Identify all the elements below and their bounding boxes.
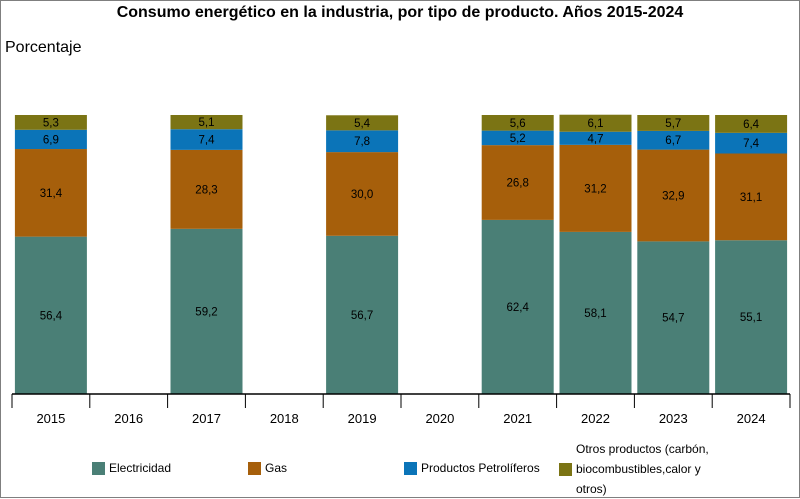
data-label-2019-4: 5,4 [354,118,371,130]
bar-segment-2017-1 [170,228,243,394]
x-tick-label-2019: 2019 [348,411,377,426]
data-label-2022-2: 31,2 [584,183,606,195]
legend-label-productos-petroliferos: Productos Petrolíferos [421,461,540,475]
data-label-2015-2: 31,4 [40,188,63,200]
data-label-2024-1: 55,1 [740,312,762,324]
bar-segment-2021-3 [481,130,554,146]
x-tick-label-2016: 2016 [114,411,143,426]
bar-segment-2024-3 [715,132,788,154]
data-label-2021-4: 5,6 [510,118,526,130]
legend-label-electricidad: Electricidad [109,461,172,475]
data-label-2019-3: 7,8 [354,136,370,148]
legend-item-gas: Gas [248,458,287,478]
bar-segment-2015-3 [14,129,87,150]
bar-segment-2019-2 [326,152,399,236]
legend-item-productos-petroliferos: Productos Petrolíferos [404,458,540,478]
legend-item-electricidad: Electricidad [92,458,171,478]
data-label-2022-3: 4,7 [588,133,604,145]
data-label-2024-3: 7,4 [743,138,760,150]
x-tick-label-2018: 2018 [270,411,299,426]
bar-segment-2019-1 [326,235,399,394]
data-label-2019-2: 30,0 [351,189,373,201]
data-label-2017-2: 28,3 [195,184,217,196]
legend-swatch-electricidad [92,461,105,475]
legend-swatch-productos-petroliferos [404,461,417,475]
chart-title: Consumo energético en la industria, por … [116,4,684,21]
data-label-2022-1: 58,1 [584,308,606,320]
data-label-2017-4: 5,1 [199,117,215,129]
data-label-2023-1: 54,7 [662,313,684,325]
bar-segment-2024-2 [715,153,788,241]
legend-item-otros-productos: Otros productos (carbón, biocombustibles… [559,439,726,499]
bar-segment-2022-3 [559,131,632,145]
bar-segment-2015-4 [14,115,87,130]
data-label-2023-2: 32,9 [662,190,684,202]
x-tick-label-2015: 2015 [36,411,65,426]
bar-segment-2015-2 [14,149,87,237]
bar-segment-2019-4 [326,115,399,131]
x-tick-label-2022: 2022 [581,411,610,426]
data-label-2021-3: 5,2 [510,133,526,145]
legend-swatch-otros-productos [559,462,572,476]
data-label-2022-4: 6,1 [588,118,604,130]
data-label-2021-2: 26,8 [507,178,529,190]
bar-segment-2021-1 [481,219,554,394]
bar-segment-2023-4 [637,115,710,131]
bar-segment-2022-1 [559,231,632,394]
bar-segment-2023-3 [637,130,710,150]
bar-segment-2021-2 [481,145,554,220]
x-tick-label-2021: 2021 [503,411,532,426]
legend-swatch-gas [248,461,261,475]
data-label-2019-1: 56,7 [351,310,373,322]
legend-label-otros-productos: Otros productos (carbón, biocombustibles… [576,442,709,496]
bar-segment-2017-3 [170,129,243,150]
bar-segment-2019-3 [326,130,399,153]
data-label-2017-3: 7,4 [199,135,216,147]
bar-segment-2023-2 [637,149,710,242]
bar-segment-2017-4 [170,115,243,130]
bar-segment-2021-4 [481,115,554,131]
bar-segment-2024-1 [715,240,788,394]
data-label-2023-3: 6,7 [665,135,681,147]
bar-segment-2015-1 [14,236,87,394]
legend-label-gas: Gas [265,461,288,475]
x-tick-label-2024: 2024 [737,411,766,426]
data-label-2015-3: 6,9 [43,134,59,146]
bar-segment-2023-1 [637,241,710,394]
data-label-2017-1: 59,2 [195,306,217,318]
bar-segment-2024-4 [715,115,788,133]
x-tick-label-2020: 2020 [425,411,454,426]
data-label-2024-4: 6,4 [743,119,760,131]
y-axis-label: Porcentaje [5,39,82,56]
data-label-2015-1: 56,4 [40,310,63,322]
x-tick-label-2023: 2023 [659,411,688,426]
data-label-2021-1: 62,4 [507,302,530,314]
data-label-2015-4: 5,3 [43,117,59,129]
bar-segment-2022-2 [559,144,632,232]
bar-segment-2022-4 [559,114,632,132]
data-label-2024-2: 31,1 [740,192,762,204]
x-tick-label-2017: 2017 [192,411,221,426]
bar-segment-2017-2 [170,149,243,229]
data-label-2023-4: 5,7 [665,118,681,130]
